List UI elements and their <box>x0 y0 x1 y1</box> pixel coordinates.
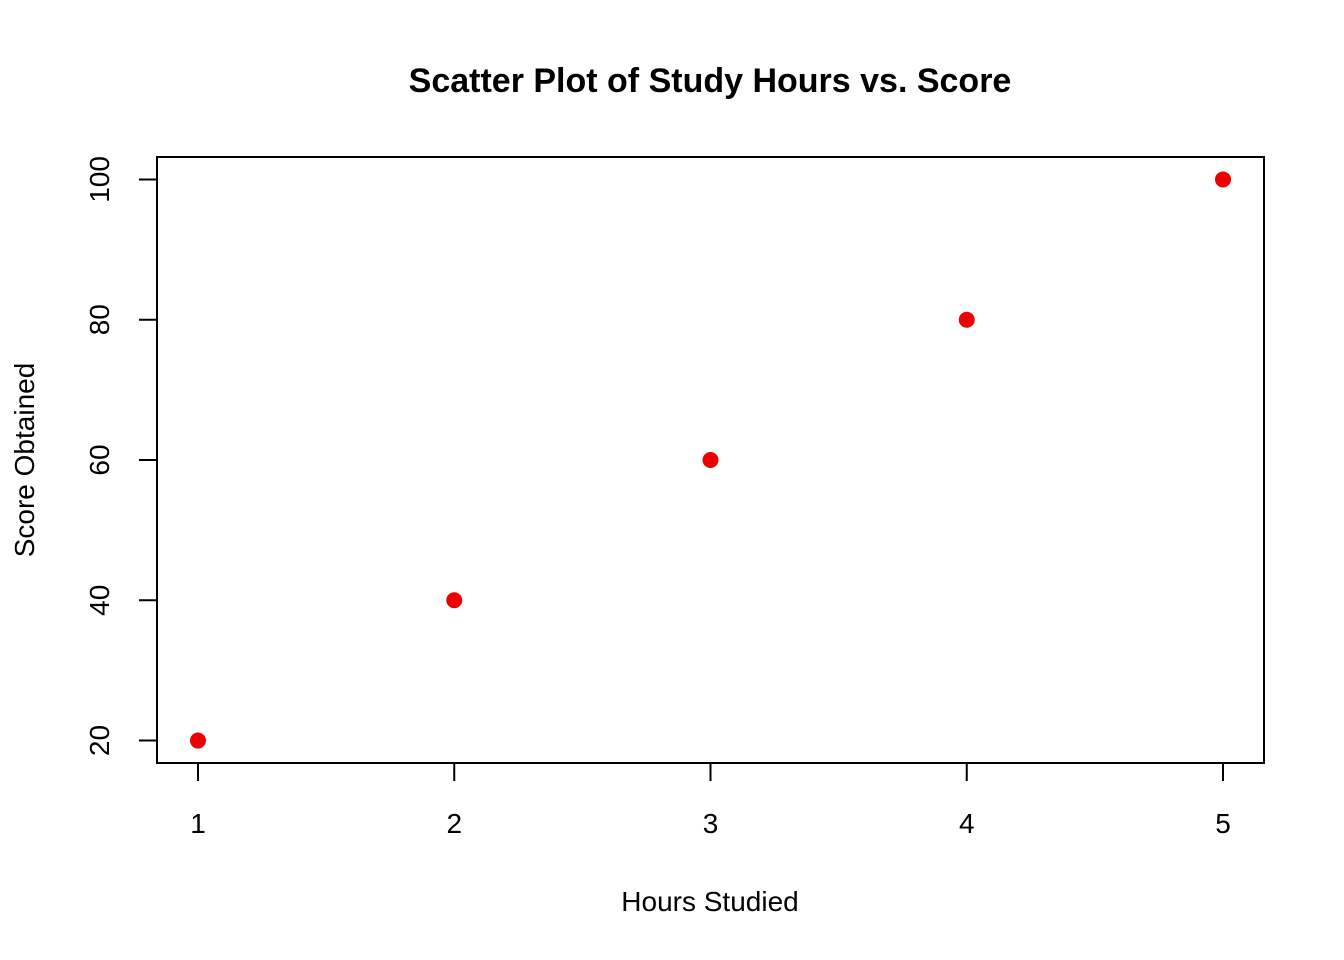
x-tick-label: 3 <box>703 808 719 839</box>
y-tick-label: 100 <box>84 156 115 203</box>
x-tick-label: 1 <box>190 808 206 839</box>
x-axis: 1 2 3 4 5 <box>190 762 1231 839</box>
y-tick-label: 80 <box>84 304 115 335</box>
data-point <box>702 452 719 468</box>
data-points <box>190 171 1231 749</box>
x-tick-label: 2 <box>446 808 462 839</box>
data-point <box>1215 171 1231 188</box>
data-point <box>190 732 206 749</box>
data-point <box>446 592 463 609</box>
y-tick-label: 60 <box>84 444 115 475</box>
data-point <box>958 311 975 328</box>
chart-title: Scatter Plot of Study Hours vs. Score <box>409 62 1012 100</box>
y-tick-label: 20 <box>84 725 115 756</box>
x-tick-label: 5 <box>1215 808 1231 839</box>
y-axis: 20 40 60 80 100 <box>84 156 158 756</box>
y-axis-label: Score Obtained <box>9 363 40 558</box>
x-tick-label: 4 <box>959 808 975 839</box>
x-axis-label: Hours Studied <box>621 886 798 917</box>
y-tick-label: 40 <box>84 585 115 616</box>
